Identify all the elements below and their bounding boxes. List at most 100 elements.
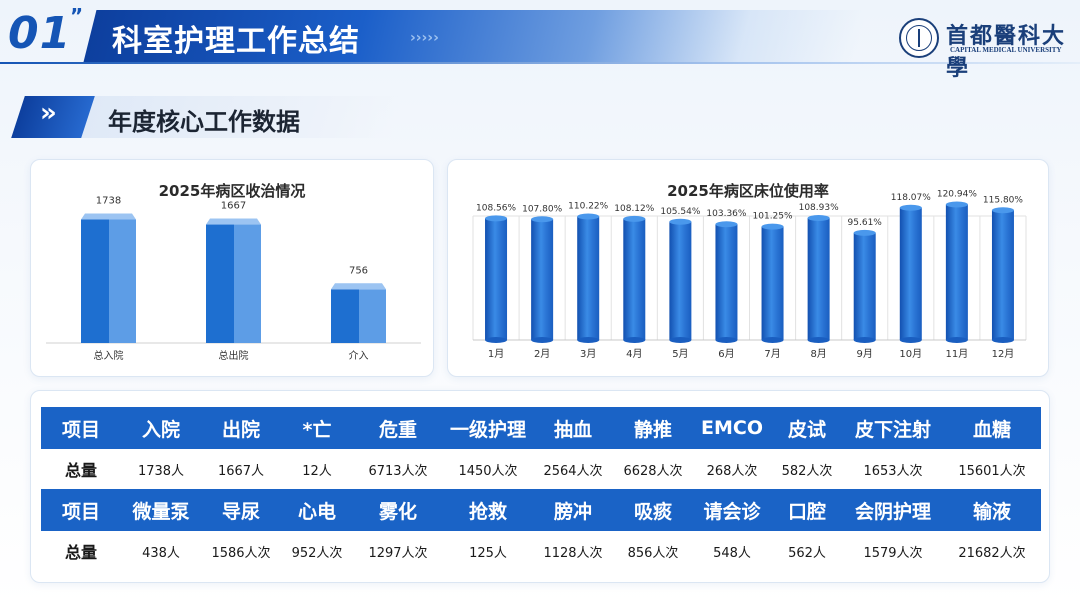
bar-top	[331, 283, 386, 290]
table-cell: 438人	[142, 545, 180, 561]
cylinder-top	[531, 216, 554, 223]
cylinder-top	[761, 223, 784, 230]
cylinder-body	[899, 207, 922, 340]
table-cell: 1653人次	[863, 463, 923, 479]
cylinder-base	[715, 337, 738, 343]
table-cell: 1128人次	[543, 545, 603, 561]
table-cell: 562人	[788, 545, 826, 561]
table-header-cell: 出院	[221, 418, 260, 441]
table-header-row: 项目 入院 出院 *亡 危重 一级护理 抽血 静推 EMCO 皮试 皮下注射 血糖	[41, 407, 1041, 449]
bar-6月	[715, 221, 738, 343]
bar-7月	[761, 223, 784, 343]
table-cell: 1738人	[137, 463, 185, 479]
logo-chinese-name: 首都醫科大學	[946, 23, 1067, 81]
cylinder-base	[669, 337, 692, 343]
header: 01 ” 科室护理工作总结 ››››› 首都醫科大學 CAPITAL MEDIC…	[0, 0, 1080, 81]
cylinder-top	[485, 215, 508, 222]
table-header-cell: 一级护理	[449, 418, 526, 441]
chevrons-decoration: ›››››	[410, 30, 439, 46]
bar-12月	[991, 207, 1014, 343]
table-cell: 总量	[64, 543, 97, 562]
table-header-cell: 导尿	[221, 500, 260, 523]
category-label: 总入院	[94, 349, 124, 362]
table-header-cell: 抽血	[553, 418, 592, 441]
seal-inner	[906, 25, 932, 51]
table-cell: 952人次	[291, 545, 343, 561]
table-cell: 1586人次	[211, 545, 271, 561]
category-label: 4月	[626, 348, 642, 360]
cylinder-body	[761, 226, 784, 340]
data-label: 1738	[96, 196, 121, 207]
cylinder-base	[623, 337, 646, 343]
bar-2月	[531, 216, 554, 343]
cylinder-body	[991, 210, 1014, 340]
bed-usage-chart-card: 2025年病区床位使用率 108.56% 1月 107.80% 2月 110.22% 3月…	[447, 159, 1049, 377]
cylinder-top	[991, 207, 1014, 214]
cylinder-body	[485, 218, 508, 340]
table-header-cell: 心电	[297, 500, 336, 523]
bar-side	[359, 289, 386, 343]
cylinder-base	[807, 337, 830, 343]
bar-3月	[577, 213, 600, 343]
cylinder-body	[715, 224, 738, 340]
cylinder-top	[899, 204, 922, 211]
bar-8月	[807, 214, 830, 343]
data-label: 115.80%	[983, 195, 1023, 205]
bed-usage-bar-chart: 108.56% 1月 107.80% 2月 110.22% 3月 108.12% 4月 105.…	[472, 190, 1027, 360]
cylinder-body	[807, 217, 830, 340]
table-header-cell: 皮下注射	[854, 418, 931, 441]
category-label: 1月	[488, 348, 504, 360]
cylinder-base	[485, 337, 508, 343]
category-label: 5月	[672, 348, 688, 360]
cylinder-base	[945, 337, 968, 343]
chart-title-admission: 2025年病区收治情况	[158, 182, 306, 200]
table-header-cell: 请会诊	[703, 500, 761, 523]
cylinder-body	[623, 218, 646, 340]
table-header-cell: *亡	[302, 418, 332, 441]
table-header-cell: 血糖	[972, 418, 1011, 441]
table-header-cell: 吸痰	[633, 500, 672, 523]
table-cell: 总量	[64, 461, 97, 480]
cylinder-base	[899, 337, 922, 343]
bar-10月	[899, 204, 922, 343]
table-header-cell: 微量泵	[132, 500, 190, 523]
table-header-cell: 危重	[378, 418, 417, 441]
cylinder-top	[807, 214, 830, 221]
bar-front	[81, 219, 109, 343]
category-label: 8月	[810, 348, 826, 360]
cylinder-top	[669, 218, 692, 225]
cylinder-body	[853, 232, 876, 340]
admission-bar-chart: 1738 总入院 1667 总出院 756 介入	[46, 196, 421, 362]
table-header-cell: 静推	[633, 418, 672, 441]
cylinder-top	[577, 213, 600, 220]
table-row: 总量 1738人 1667人 12人 6713人次 1450人次 2564人次 6628人次 2…	[41, 449, 1041, 489]
table-header-row: 项目 微量泵 导尿 心电 雾化 抢救 膀冲 吸痰 请会诊 口腔 会阴护理 输液	[41, 489, 1041, 531]
bar-front	[331, 289, 359, 343]
table-cell: 856人次	[627, 545, 679, 561]
chevron-right-icon: ›››››	[410, 30, 439, 46]
table-cell: 125人	[469, 545, 507, 561]
work-summary-table-card: 项目 入院 出院 *亡 危重 一级护理 抽血 静推 EMCO 皮试 皮下注射 血糖 总量 1738人 166…	[30, 390, 1050, 583]
table-header-cell: 雾化	[378, 500, 417, 523]
admission-chart-card: 2025年病区收治情况 1738 总入院 1667 总出院 756 介入	[30, 159, 434, 377]
university-seal-icon	[899, 18, 939, 58]
table-header-cell: 项目	[61, 500, 100, 523]
data-label: 95.61%	[848, 218, 883, 228]
cylinder-top	[715, 221, 738, 228]
table-header-cell: 输液	[972, 500, 1011, 523]
cylinder-base	[761, 337, 784, 343]
table-cell: 15601人次	[958, 463, 1026, 479]
data-label: 105.54%	[660, 207, 700, 217]
table-cell: 1297人次	[368, 545, 428, 561]
cylinder-top	[853, 229, 876, 236]
bar-总出院	[206, 218, 261, 343]
category-label: 10月	[899, 348, 922, 360]
category-label: 6月	[718, 348, 734, 360]
data-label: 103.36%	[706, 209, 746, 219]
table-row: 总量 438人 1586人次 952人次 1297人次 125人 1128人次 856人次 54…	[41, 531, 1041, 571]
bar-9月	[853, 229, 876, 343]
category-label: 3月	[580, 348, 596, 360]
table-header-cell: EMCO	[701, 417, 763, 439]
cylinder-base	[577, 337, 600, 343]
category-label: 9月	[857, 348, 873, 360]
